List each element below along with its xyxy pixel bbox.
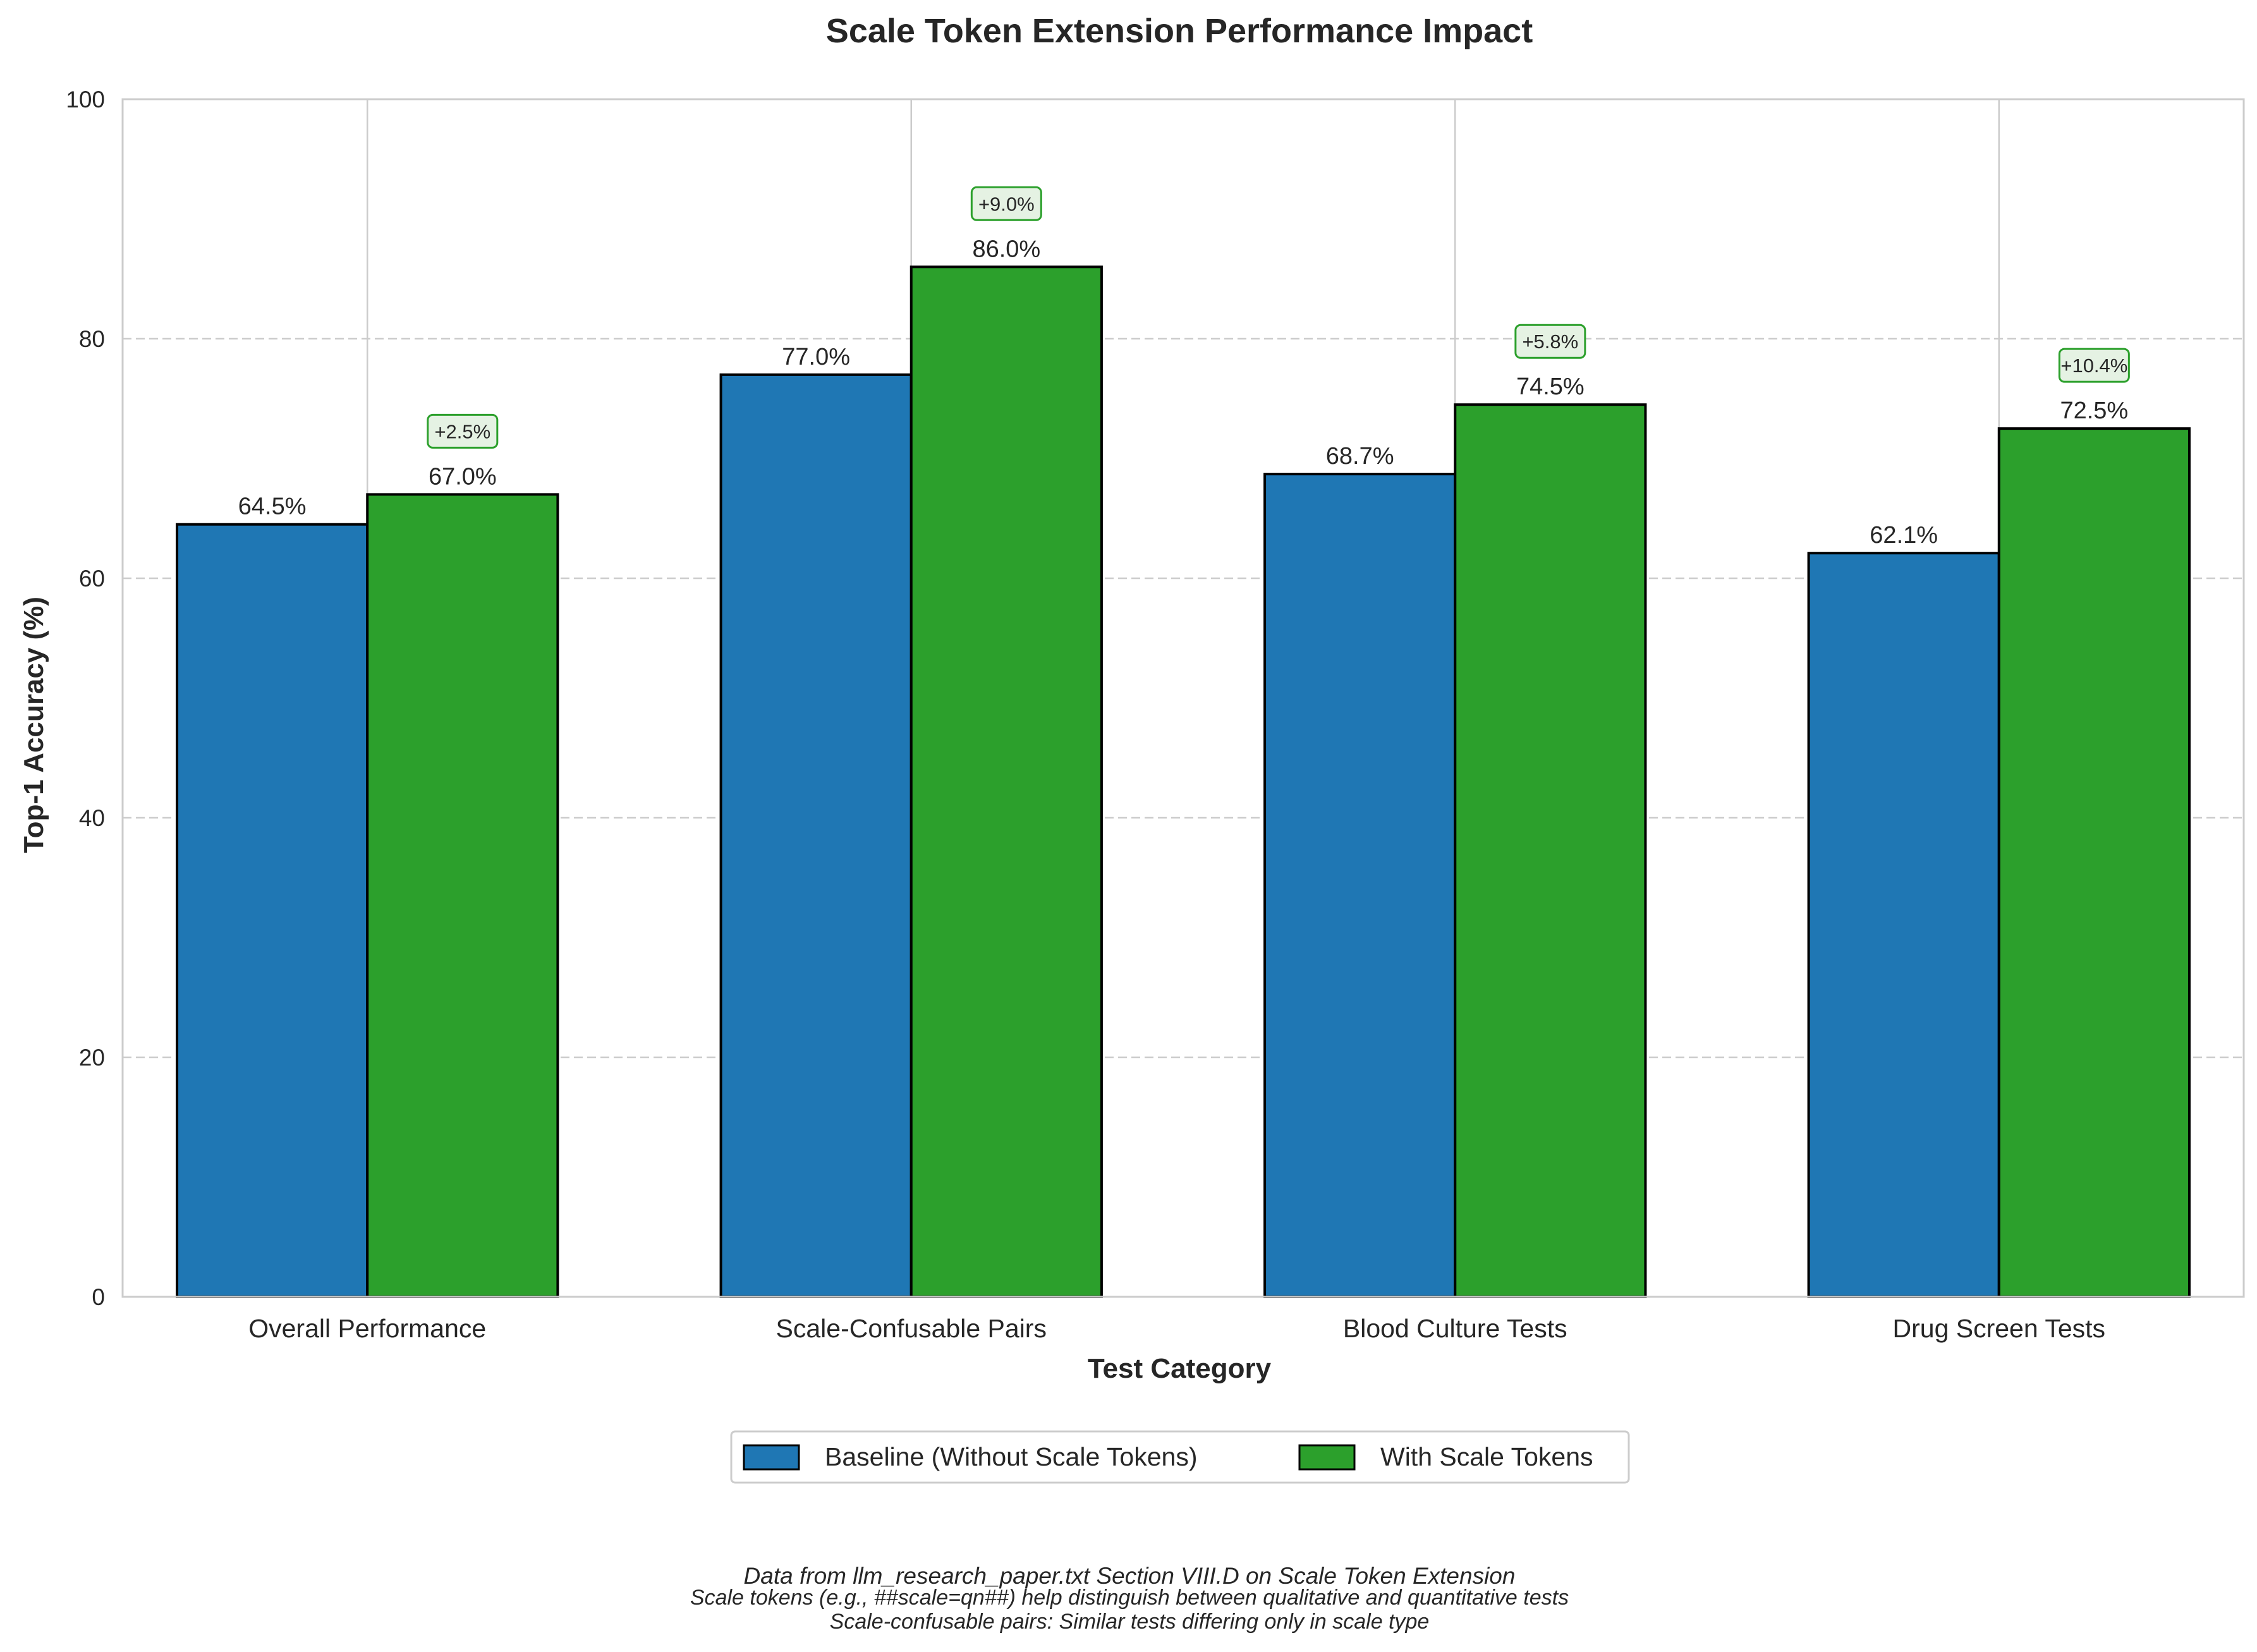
plot-border bbox=[121, 98, 2245, 1298]
bar-scale-tokens bbox=[366, 493, 559, 1298]
legend: Baseline (Without Scale Tokens) With Sca… bbox=[730, 1430, 1630, 1484]
improvement-badge bbox=[427, 413, 499, 449]
legend-frame bbox=[730, 1430, 1630, 1484]
data-label-scale-tokens: 74.5% bbox=[1516, 374, 1585, 400]
y-tick-label: 20 bbox=[79, 1045, 105, 1071]
bar-scale-tokens bbox=[1997, 427, 2191, 1298]
data-label-baseline: 62.1% bbox=[1870, 522, 1938, 549]
x-axis-label: Test Category bbox=[1088, 1353, 1272, 1384]
bar-scale-tokens bbox=[1454, 403, 1647, 1298]
x-tick-label: Drug Screen Tests bbox=[1893, 1314, 2106, 1343]
improvement-label: +5.8% bbox=[1522, 331, 1578, 353]
data-label-scale-tokens: 86.0% bbox=[972, 236, 1040, 262]
legend-swatch-scale-tokens bbox=[1298, 1444, 1356, 1471]
legend-swatch-baseline bbox=[743, 1444, 800, 1471]
improvement-badge bbox=[1514, 324, 1586, 359]
bar-baseline bbox=[719, 373, 913, 1298]
legend-label-baseline: Baseline (Without Scale Tokens) bbox=[825, 1442, 1197, 1471]
y-tick-label: 80 bbox=[79, 326, 105, 352]
bars bbox=[176, 265, 2191, 1299]
data-labels: 64.5% 67.0% +2.5% 77.0% 86.0% +9.0% 68.7% 74.5%… bbox=[238, 186, 2130, 549]
chart-title: Scale Token Extension Performance Impact bbox=[826, 12, 1533, 50]
y-tick-label: 40 bbox=[79, 805, 105, 831]
plot-frame bbox=[121, 98, 2245, 1298]
bar-baseline bbox=[1807, 552, 2000, 1299]
y-axis-label: Top-1 Accuracy (%) bbox=[18, 597, 49, 853]
bar-scale-tokens bbox=[909, 265, 1103, 1298]
bar-baseline bbox=[176, 523, 369, 1298]
x-axis-ticks: Overall Performance Scale-Confusable Pair… bbox=[248, 1314, 2105, 1343]
y-axis-ticks: 0 20 40 60 80 100 bbox=[66, 87, 105, 1310]
data-label-baseline: 64.5% bbox=[238, 494, 307, 520]
improvement-label: +10.4% bbox=[2060, 355, 2127, 377]
x-tick-label: Overall Performance bbox=[248, 1314, 486, 1343]
data-label-baseline: 77.0% bbox=[782, 344, 850, 370]
data-label-scale-tokens: 67.0% bbox=[429, 463, 497, 490]
improvement-label: +9.0% bbox=[978, 193, 1035, 215]
improvement-badge bbox=[970, 186, 1042, 221]
y-tick-label: 0 bbox=[92, 1284, 105, 1310]
data-label-scale-tokens: 72.5% bbox=[2060, 398, 2128, 424]
x-tick-label: Blood Culture Tests bbox=[1343, 1314, 1567, 1343]
y-tick-label: 100 bbox=[66, 87, 105, 112]
footnote-source: Data from llm_research_paper.txt Section… bbox=[744, 1563, 1516, 1589]
legend-label-scale-tokens: With Scale Tokens bbox=[1380, 1442, 1593, 1471]
y-tick-label: 60 bbox=[79, 566, 105, 592]
footnote-confusable-pairs: Scale-confusable pairs: Similar tests di… bbox=[830, 1610, 1430, 1634]
data-label-baseline: 68.7% bbox=[1326, 443, 1394, 470]
improvement-label: +2.5% bbox=[434, 420, 490, 442]
x-tick-label: Scale-Confusable Pairs bbox=[776, 1314, 1047, 1343]
footnote-scale-tokens: Scale tokens (e.g., ##scale=qn##) help d… bbox=[690, 1586, 1569, 1610]
improvement-badge bbox=[2058, 348, 2130, 383]
bar-baseline bbox=[1263, 473, 1457, 1298]
